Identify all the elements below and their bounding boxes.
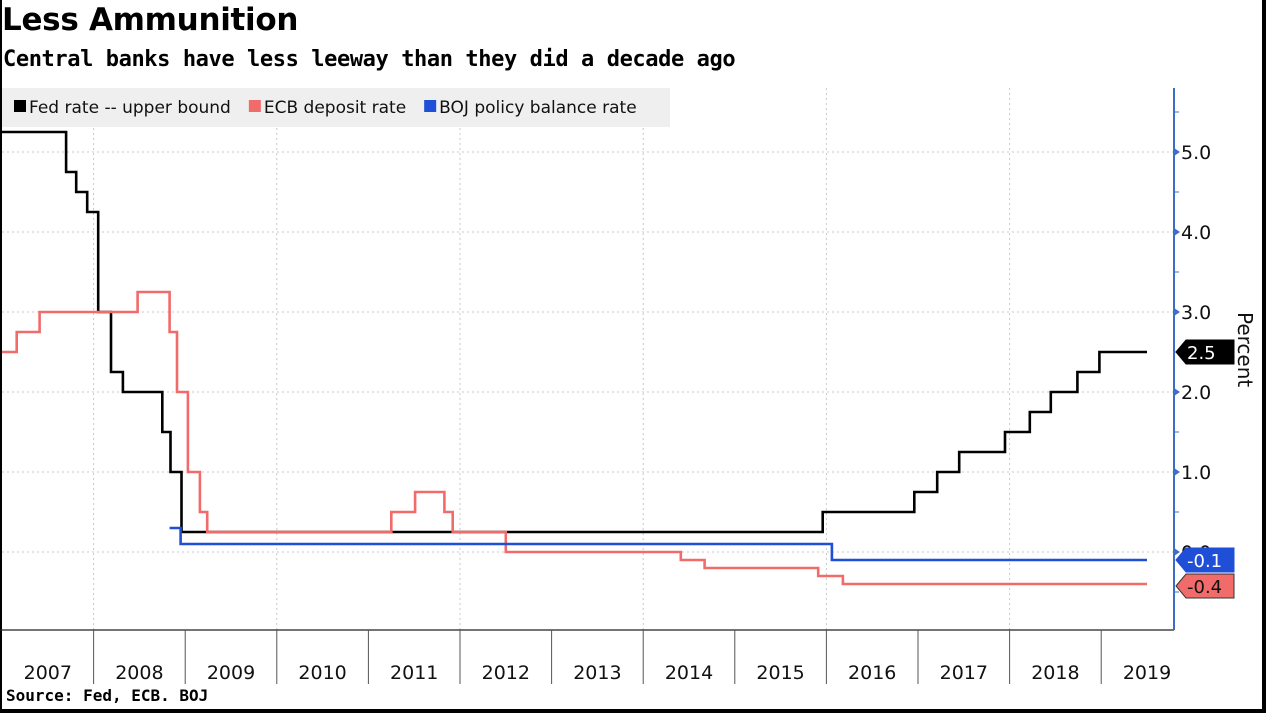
x-tick-label: 2013 (573, 662, 621, 684)
y-tick-label: 5.0 (1181, 142, 1211, 164)
legend-background (2, 88, 670, 127)
y-tick-label: 3.0 (1181, 302, 1211, 324)
x-tick-label: 2010 (298, 662, 346, 684)
chart-subtitle: Central banks have less leeway than they… (3, 47, 736, 72)
series-boj-policy-line (169, 526, 1147, 562)
axes: 0.01.02.03.04.05.0Percent200720082009201… (0, 88, 1257, 684)
x-tick-label: 2019 (1123, 662, 1171, 684)
legend-label: BOJ policy balance rate (439, 98, 636, 118)
x-tick-label: 2014 (665, 662, 713, 684)
last-value-label: 2.5 (1187, 343, 1216, 364)
last-value-label: -0.1 (1187, 551, 1222, 572)
x-tick-label: 2016 (848, 662, 896, 684)
y-major-tick (1174, 228, 1180, 236)
x-tick-label: 2012 (482, 662, 530, 684)
y-tick-label: 4.0 (1181, 222, 1211, 244)
y-tick-label: 1.0 (1181, 462, 1211, 484)
series-ecb-deposit-line (2, 290, 1147, 586)
legend-swatch (14, 100, 26, 112)
x-tick-label: 2009 (207, 662, 255, 684)
y-major-tick (1174, 308, 1180, 316)
y-major-tick (1174, 468, 1180, 476)
legend-swatch (424, 100, 437, 112)
y-major-tick (1174, 548, 1180, 556)
x-tick-label: 2017 (940, 662, 988, 684)
y-axis-title: Percent (1233, 312, 1257, 387)
last-value-label: -0.4 (1187, 577, 1222, 598)
x-tick-label: 2018 (1031, 662, 1079, 684)
last-value-badge (1175, 339, 1235, 365)
series-layer (2, 130, 1147, 586)
x-tick-label: 2008 (115, 662, 163, 684)
last-value-badge (1175, 547, 1235, 573)
last-value-badge (1175, 573, 1235, 599)
legend-label: ECB deposit rate (264, 98, 406, 118)
legend-swatch (248, 100, 261, 112)
y-major-tick (1174, 388, 1180, 396)
x-tick-label: 2007 (24, 662, 72, 684)
legend-label: Fed rate -- upper bound (29, 98, 231, 118)
x-tick-label: 2011 (390, 662, 438, 684)
y-tick-label: 2.0 (1181, 382, 1211, 404)
legend: Fed rate -- upper bound ECB deposit rate B… (2, 88, 670, 127)
y-major-tick (1174, 148, 1180, 156)
last-value-badges: 2.5 -0.1 -0.4 (1175, 339, 1235, 599)
x-tick-label: 2015 (756, 662, 804, 684)
source-note: Source: Fed, ECB. BOJ (6, 686, 209, 705)
chart-title: Less Ammunition (2, 2, 299, 38)
